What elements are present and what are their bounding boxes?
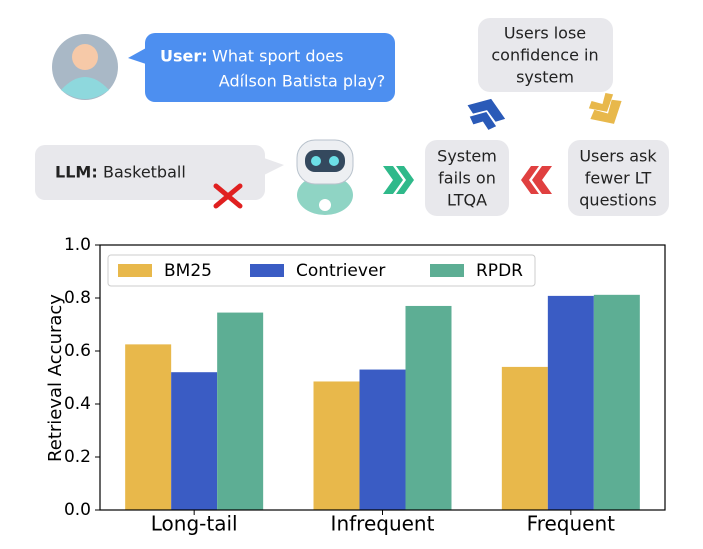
llm-bubble (35, 145, 265, 200)
user-bubble (145, 33, 395, 102)
box-text: system (516, 68, 574, 87)
bar (405, 305, 452, 510)
llm-answer: Basketball (103, 163, 186, 182)
bar (217, 312, 264, 510)
legend-swatch (118, 264, 152, 277)
y-tick-label: 1.0 (64, 235, 91, 255)
box-text: Users lose (504, 24, 586, 43)
bubble-tail (128, 48, 146, 64)
arrow-down (588, 93, 622, 124)
arrow-left (521, 166, 552, 194)
x-tick-label: Long-tail (151, 512, 238, 536)
llm-label: LLM: (55, 163, 98, 182)
robot-visor (305, 150, 345, 172)
bar (593, 294, 640, 510)
user-label: User: (160, 47, 208, 66)
robot-eye (329, 156, 339, 166)
plot-frame (99, 244, 666, 511)
user-question: What sport does (212, 47, 343, 66)
robot-eye (311, 156, 321, 166)
box-text: confidence in (491, 46, 598, 65)
legend-label: Contriever (296, 261, 385, 281)
box-text: Users ask (579, 147, 657, 166)
y-tick-label: 0.6 (64, 341, 91, 361)
box-text: fewer LT (585, 169, 652, 188)
avatar-head (72, 44, 98, 70)
y-tick-label: 0.4 (64, 394, 91, 414)
bar (313, 381, 360, 510)
y-axis-label: Retrieval Accuracy (45, 294, 66, 462)
box-text: LTQA (447, 191, 487, 210)
x-tick-label: Infrequent (331, 512, 435, 536)
legend-label: RPDR (476, 261, 523, 281)
arrow-up (467, 98, 506, 130)
avatar-body (61, 77, 109, 99)
arrow-right (383, 166, 414, 194)
legend-box (107, 254, 536, 287)
bar (547, 295, 594, 510)
legend-label: BM25 (164, 261, 212, 281)
robot-button (319, 199, 331, 211)
robot-body (297, 175, 353, 215)
bubble-tail (264, 158, 284, 175)
users-ask-box (568, 140, 669, 216)
x-tick-label: Frequent (527, 512, 615, 536)
chart: 0.0 0.2 0.4 0.6 0.8 1.0 Long-tail Infrequent Fre… (64, 235, 640, 536)
legend-swatch (430, 264, 464, 277)
confidence-box (478, 18, 613, 92)
box-text: questions (579, 191, 656, 210)
bar (501, 366, 548, 510)
bar (171, 372, 218, 510)
box-text: System (437, 147, 497, 166)
user-question: Adílson Batista play? (219, 72, 385, 91)
legend-swatch (250, 264, 284, 277)
bar (359, 369, 406, 510)
wrong-mark (213, 183, 243, 209)
box-text: fails on (438, 169, 496, 188)
y-tick-label: 0.0 (64, 500, 91, 520)
y-tick-label: 0.2 (64, 447, 91, 467)
bar (125, 344, 172, 510)
y-tick-label: 0.8 (64, 288, 91, 308)
system-box (425, 140, 509, 216)
